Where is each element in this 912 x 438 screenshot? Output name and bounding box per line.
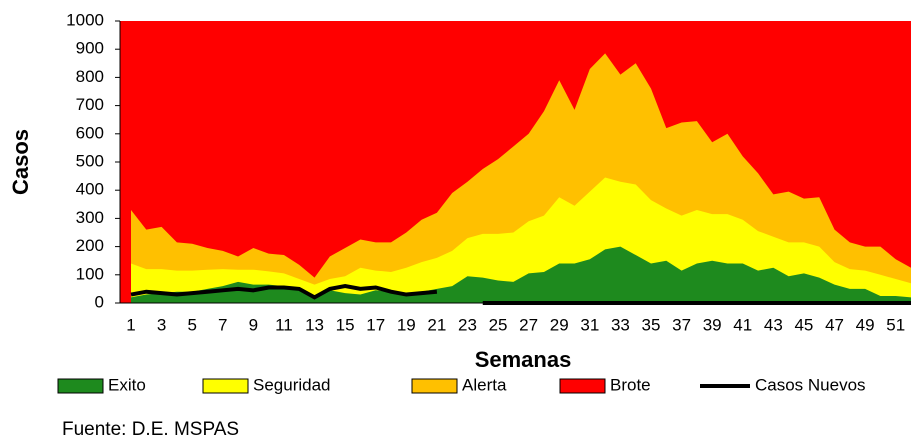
y-tick-label: 1000 — [66, 10, 104, 29]
x-tick-label: 19 — [397, 315, 416, 334]
y-tick-label: 900 — [76, 39, 104, 58]
x-tick-label: 9 — [249, 315, 258, 334]
x-tick-label: 41 — [733, 315, 752, 334]
legend-swatch — [411, 378, 458, 394]
x-tick-label: 49 — [856, 315, 875, 334]
x-tick-label: 23 — [458, 315, 477, 334]
x-tick-label: 11 — [275, 315, 293, 334]
y-tick-label: 0 — [95, 292, 104, 311]
y-tick-label: 100 — [76, 264, 104, 283]
x-tick-label: 3 — [157, 315, 166, 334]
y-tick-label: 400 — [76, 180, 104, 199]
x-axis-label: Semanas — [475, 347, 572, 372]
y-tick-label: 600 — [76, 123, 104, 142]
y-tick-label: 700 — [76, 95, 104, 114]
y-tick-label: 500 — [76, 151, 104, 170]
x-tick-label: 7 — [218, 315, 227, 334]
legend-swatch — [57, 378, 104, 394]
legend-label: Exito — [108, 375, 146, 394]
y-tick-label: 200 — [76, 236, 104, 255]
x-tick-label: 29 — [550, 315, 569, 334]
x-tick-label: 45 — [794, 315, 813, 334]
legend-label: Casos Nuevos — [755, 375, 866, 394]
source-note: Fuente: D.E. MSPAS — [62, 419, 239, 438]
legend-label: Brote — [610, 375, 651, 394]
x-tick-label: 13 — [305, 315, 324, 334]
legend-label: Alerta — [462, 375, 507, 394]
x-tick-label: 27 — [519, 315, 538, 334]
x-tick-label: 51 — [886, 315, 905, 334]
x-tick-label: 31 — [580, 315, 599, 334]
y-tick-label: 800 — [76, 67, 104, 86]
x-tick-label: 35 — [642, 315, 661, 334]
y-tick-label: 300 — [76, 208, 104, 227]
x-tick-label: 39 — [703, 315, 722, 334]
legend-swatch — [559, 378, 606, 394]
x-tick-label: 1 — [126, 315, 135, 334]
x-tick-label: 47 — [825, 315, 844, 334]
x-tick-label: 37 — [672, 315, 691, 334]
x-tick-label: 33 — [611, 315, 630, 334]
legend-swatch — [202, 378, 249, 394]
area — [131, 246, 911, 303]
y-axis-label: Casos — [8, 129, 33, 195]
legend-label: Seguridad — [253, 375, 331, 394]
x-tick-label: 15 — [336, 315, 355, 334]
x-tick-label: 17 — [366, 315, 385, 334]
x-tick-label: 21 — [427, 315, 446, 334]
x-tick-label: 5 — [187, 315, 196, 334]
x-tick-label: 43 — [764, 315, 783, 334]
x-tick-label: 25 — [489, 315, 508, 334]
